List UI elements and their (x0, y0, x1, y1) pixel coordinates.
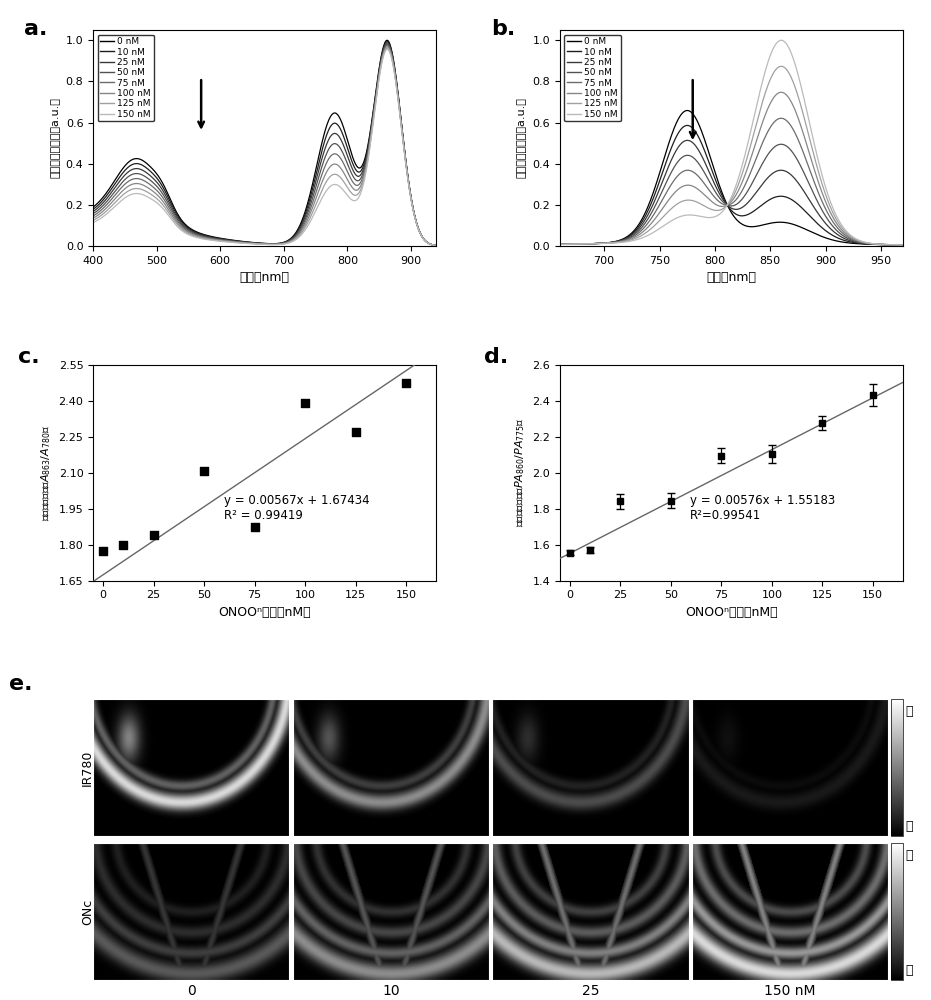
Text: b.: b. (492, 19, 516, 39)
Point (348, 424, 363, 440)
Y-axis label: IR780: IR780 (81, 750, 94, 786)
Y-axis label: 归一化光声强度（a.u.）: 归一化光声强度（a.u.） (517, 98, 527, 178)
Text: a.: a. (24, 19, 47, 39)
X-axis label: 25: 25 (582, 984, 600, 998)
Text: c.: c. (18, 347, 39, 367)
Y-axis label: 归一化吸收强度（a.u.）: 归一化吸收强度（a.u.） (50, 98, 61, 178)
X-axis label: 波长（nm）: 波长（nm） (239, 271, 290, 284)
Text: y = 0.00567x + 1.67434
R² = 0.99419: y = 0.00567x + 1.67434 R² = 0.99419 (223, 494, 370, 522)
X-axis label: 10: 10 (382, 984, 399, 998)
Point (196, 463, 211, 479)
Y-axis label: ONc: ONc (81, 898, 94, 925)
Point (298, 395, 313, 411)
X-axis label: 波长（nm）: 波长（nm） (707, 271, 757, 284)
Y-axis label: 光声强度比值（$PA_{860}/PA_{775}$）: 光声强度比值（$PA_{860}/PA_{775}$） (513, 418, 527, 527)
Text: d.: d. (484, 347, 508, 367)
Text: y = 0.00576x + 1.55183
R²=0.99541: y = 0.00576x + 1.55183 R²=0.99541 (690, 494, 835, 522)
Y-axis label: 吸收强度比值（$A_{863}/A_{780}$）: 吸收强度比值（$A_{863}/A_{780}$） (39, 424, 53, 521)
X-axis label: 150 nM: 150 nM (764, 984, 816, 998)
X-axis label: ONOOⁿ浓度（nM）: ONOOⁿ浓度（nM） (685, 606, 777, 619)
Text: e.: e. (9, 674, 33, 694)
Legend: 0 nM, 10 nM, 25 nM, 50 nM, 75 nM, 100 nM, 125 nM, 150 nM: 0 nM, 10 nM, 25 nM, 50 nM, 75 nM, 100 nM… (98, 35, 154, 121)
Point (116, 537, 131, 553)
Point (247, 519, 262, 535)
Point (96, 543, 111, 559)
Point (398, 375, 413, 391)
X-axis label: ONOOⁿ浓度（nM）: ONOOⁿ浓度（nM） (219, 606, 311, 619)
Legend: 0 nM, 10 nM, 25 nM, 50 nM, 75 nM, 100 nM, 125 nM, 150 nM: 0 nM, 10 nM, 25 nM, 50 nM, 75 nM, 100 nM… (564, 35, 621, 121)
Point (146, 527, 161, 543)
X-axis label: 0: 0 (187, 984, 196, 998)
